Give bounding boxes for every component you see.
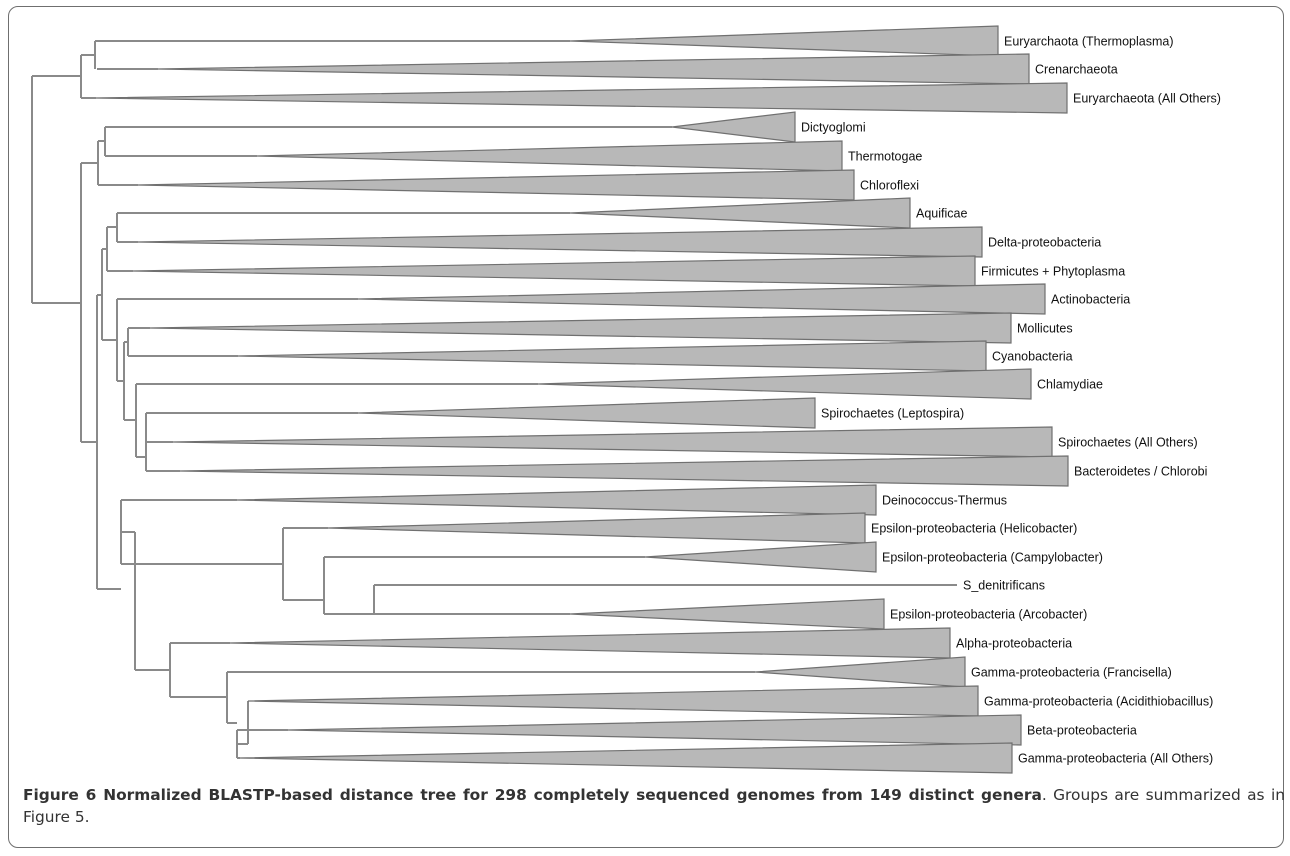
clade-wedge [754,656,966,688]
tree-branches [31,40,957,759]
clade-label: Gamma-proteobacteria (Francisella) [971,666,1172,680]
clade-label: Bacteroidetes / Chlorobi [1074,465,1207,479]
clade-label: Crenarchaeota [1035,63,1118,77]
clade-label: Epsilon-proteobacteria (Helicobacter) [871,522,1077,536]
clade-label: Gamma-proteobacteria (All Others) [1018,752,1213,766]
clade-label: Cyanobacteria [992,350,1073,364]
clade-wedge [569,598,885,630]
clade-wedge [179,455,1069,487]
clade-wedge [247,685,979,717]
clade-label: Chloroflexi [860,179,919,193]
clade-label: Aquificae [916,207,967,221]
caption-title: Figure 6 Normalized BLASTP-based distanc… [23,786,1042,804]
clade-wedge [569,25,999,57]
clade-label: Epsilon-proteobacteria (Campylobacter) [882,551,1103,565]
clade-wedge [132,255,976,287]
clade-label: S_denitrificans [963,579,1045,593]
clade-wedge [357,397,816,429]
clade-label: Chlamydiae [1037,378,1103,392]
clade-label: Spirochaetes (All Others) [1058,436,1198,450]
clade-wedge [149,312,1012,344]
clade-wedge [236,484,877,516]
clade-label: Euryarchaota (Thermoplasma) [1004,35,1174,49]
figure-frame: Euryarchaota (Thermoplasma) Crenarchaeota… [8,6,1285,848]
clade-label: Beta-proteobacteria [1027,724,1137,738]
clade-label: Actinobacteria [1051,293,1130,307]
clade-wedge [157,53,1030,85]
clade-label: Dictyoglomi [801,121,866,135]
clade-wedge [537,368,1032,400]
clade-label: Gamma-proteobacteria (Acidithiobacillus) [984,695,1213,709]
clade-label: Epsilon-proteobacteria (Arcobacter) [890,608,1087,622]
clade-wedge [569,197,911,229]
figure-caption: Figure 6 Normalized BLASTP-based distanc… [23,784,1285,828]
clade-wedge [256,140,843,172]
clade-label: Thermotogae [848,150,922,164]
phylogenetic-tree: Euryarchaota (Thermoplasma) Crenarchaeota… [31,25,1221,774]
clade-wedge [287,714,1022,746]
caption-text: . Groups are summarized as in Figure 5. [23,786,1285,826]
clade-label: Spirochaetes (Leptospira) [821,407,964,421]
clade-wedge [671,111,796,143]
clade-label: Mollicutes [1017,322,1073,336]
clade-labels: Euryarchaota (Thermoplasma) Crenarchaeota… [801,35,1221,766]
clade-wedge [137,169,855,201]
clade-wedge [239,742,1013,774]
clade-wedge [644,541,877,573]
clade-label: Firmicutes + Phytoplasma [981,265,1125,279]
clade-wedge [357,283,1046,315]
clade-label: Alpha-proteobacteria [956,637,1072,651]
clade-wedge [172,426,1053,458]
clade-wedge [237,340,987,372]
clade-label: Delta-proteobacteria [988,236,1101,250]
clade-label: Euryarchaeota (All Others) [1073,92,1221,106]
clade-wedge [95,82,1068,114]
clade-wedge [229,627,951,659]
clade-wedge [327,512,866,544]
clade-label: Deinococcus-Thermus [882,494,1007,508]
clade-wedges [95,25,1069,774]
clade-wedge [137,226,983,258]
